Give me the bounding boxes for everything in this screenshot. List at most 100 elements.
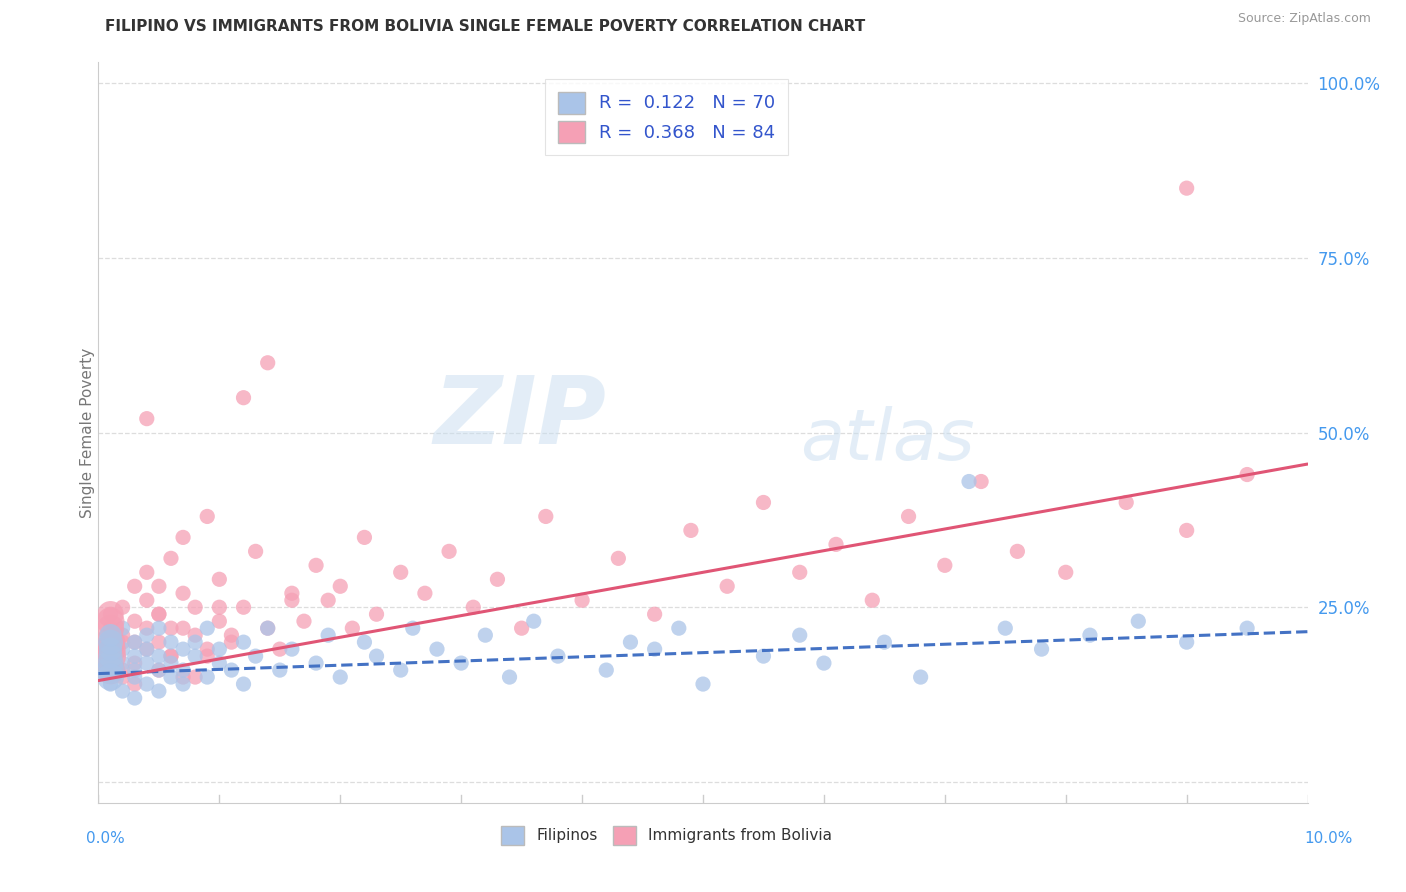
Point (184, 649, 207, 664)
Point (1078, 628, 1101, 642)
Point (172, 621, 194, 635)
Point (172, 586, 194, 600)
Point (221, 628, 243, 642)
Point (195, 670, 218, 684)
Point (232, 677, 254, 691)
Text: 0.0%: 0.0% (86, 831, 125, 846)
Point (160, 656, 183, 670)
Point (353, 635, 375, 649)
Point (100, 649, 122, 664)
Point (148, 607, 170, 622)
Point (595, 663, 617, 677)
Point (1007, 544, 1029, 558)
Point (160, 551, 183, 566)
Point (111, 635, 134, 649)
Point (389, 566, 412, 580)
Point (910, 670, 932, 684)
Point (934, 558, 956, 573)
Point (100, 635, 122, 649)
Point (389, 663, 412, 677)
Point (813, 656, 835, 670)
Point (329, 670, 352, 684)
Point (184, 670, 207, 684)
Point (111, 621, 134, 635)
Point (523, 614, 546, 628)
Point (245, 544, 267, 558)
Legend: Filipinos, Immigrants from Bolivia: Filipinos, Immigrants from Bolivia (495, 820, 838, 851)
Point (970, 475, 993, 489)
Point (100, 649, 122, 664)
Point (111, 628, 134, 642)
Point (195, 621, 218, 635)
Point (402, 621, 425, 635)
Point (124, 635, 146, 649)
Text: Source: ZipAtlas.com: Source: ZipAtlas.com (1237, 12, 1371, 25)
Point (644, 642, 666, 657)
Point (644, 607, 666, 622)
Point (195, 642, 218, 657)
Point (789, 628, 811, 642)
Point (124, 579, 146, 593)
Point (498, 670, 520, 684)
Point (135, 628, 157, 642)
Point (160, 670, 183, 684)
Point (366, 607, 388, 622)
Point (825, 537, 848, 551)
Point (1236, 467, 1258, 482)
Point (1175, 524, 1198, 538)
Point (873, 635, 896, 649)
Point (716, 579, 738, 593)
Point (111, 642, 134, 657)
Point (789, 566, 811, 580)
Text: ZIP: ZIP (433, 372, 606, 464)
Point (100, 642, 122, 657)
Point (148, 607, 170, 622)
Point (1115, 495, 1137, 509)
Point (208, 572, 231, 586)
Point (342, 621, 364, 635)
Point (1175, 181, 1198, 195)
Point (135, 642, 157, 657)
Point (172, 670, 194, 684)
Point (100, 649, 122, 664)
Point (366, 649, 388, 664)
Point (124, 663, 146, 677)
Point (100, 621, 122, 635)
Point (100, 649, 122, 664)
Point (160, 649, 183, 664)
Point (172, 530, 194, 544)
Point (100, 663, 122, 677)
Point (474, 628, 496, 642)
Point (100, 670, 122, 684)
Point (148, 635, 170, 649)
Point (1031, 642, 1053, 657)
Point (148, 684, 170, 698)
Text: FILIPINO VS IMMIGRANTS FROM BOLIVIA SINGLE FEMALE POVERTY CORRELATION CHART: FILIPINO VS IMMIGRANTS FROM BOLIVIA SING… (105, 20, 866, 34)
Point (437, 544, 460, 558)
Point (256, 356, 278, 370)
Point (195, 509, 218, 524)
Point (160, 635, 183, 649)
Point (100, 607, 122, 622)
Point (135, 656, 157, 670)
Point (994, 621, 1017, 635)
Point (135, 593, 157, 607)
Point (450, 656, 472, 670)
Point (292, 614, 315, 628)
Point (124, 635, 146, 649)
Point (232, 635, 254, 649)
Point (100, 635, 122, 649)
Point (256, 621, 278, 635)
Point (172, 663, 194, 677)
Point (124, 691, 146, 706)
Point (124, 649, 146, 664)
Point (124, 677, 146, 691)
Point (111, 670, 134, 684)
Point (1128, 614, 1150, 628)
Point (100, 663, 122, 677)
Point (100, 642, 122, 657)
Point (148, 621, 170, 635)
Point (679, 524, 702, 538)
Point (860, 593, 883, 607)
Point (668, 621, 690, 635)
